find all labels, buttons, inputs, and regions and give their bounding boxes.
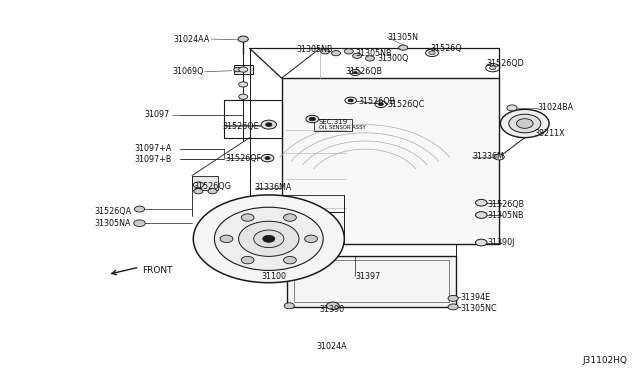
Bar [192,176,218,190]
Circle shape [500,109,549,138]
Circle shape [253,230,284,248]
Circle shape [284,303,294,309]
Text: 31024A: 31024A [316,342,347,351]
Text: 31300Q: 31300Q [378,54,409,63]
Circle shape [193,195,344,283]
Circle shape [509,114,541,133]
Text: 31100: 31100 [261,272,287,280]
Circle shape [239,94,248,99]
Bar [287,256,456,307]
Text: 31526QD: 31526QD [486,60,524,68]
Text: 31526QA: 31526QA [95,207,132,216]
Text: 31305NB: 31305NB [355,49,392,58]
Polygon shape [282,78,499,244]
Circle shape [516,119,533,128]
Bar [294,260,449,302]
Circle shape [448,295,458,301]
Text: FRONT: FRONT [142,266,173,275]
Circle shape [134,206,145,212]
Circle shape [494,154,504,160]
Circle shape [507,105,517,111]
Text: 31097: 31097 [145,110,170,119]
Text: 38211X: 38211X [534,129,565,138]
Circle shape [265,157,270,160]
Text: 31397: 31397 [355,272,380,280]
Circle shape [261,120,276,129]
Circle shape [284,214,296,221]
Text: 31336M: 31336M [472,153,504,161]
Circle shape [134,220,145,227]
Circle shape [238,36,248,42]
Circle shape [429,51,435,55]
Circle shape [348,99,353,102]
Circle shape [321,49,330,54]
Circle shape [239,221,299,256]
Circle shape [353,71,357,74]
Circle shape [263,235,275,242]
Circle shape [309,117,316,121]
Circle shape [490,66,496,70]
Circle shape [214,207,323,270]
Text: 31394E: 31394E [461,293,491,302]
Circle shape [353,53,362,58]
Text: 31526QE: 31526QE [223,122,259,131]
Text: 31097+B: 31097+B [134,155,172,164]
Circle shape [241,214,254,221]
Text: 31526QC: 31526QC [387,100,424,109]
Text: 31305NB: 31305NB [488,211,524,219]
Text: 31526Q: 31526Q [430,44,461,53]
Text: 31526QB: 31526QB [346,67,383,76]
Circle shape [193,182,204,188]
Bar [314,119,352,131]
Circle shape [305,235,317,243]
Circle shape [194,189,203,194]
Circle shape [326,302,339,310]
Circle shape [208,189,217,194]
Text: 31024AA: 31024AA [173,35,210,44]
Text: 31305NA: 31305NA [95,219,131,228]
Circle shape [234,67,241,72]
Circle shape [476,239,487,246]
Circle shape [306,115,319,123]
Text: 31526QG: 31526QG [193,182,231,190]
Text: 31336MA: 31336MA [255,183,292,192]
Circle shape [241,256,254,264]
Circle shape [261,154,274,162]
Circle shape [399,45,408,50]
Circle shape [332,51,340,56]
Text: SEC.319: SEC.319 [319,119,348,125]
Text: 31526QF: 31526QF [225,154,261,163]
Circle shape [448,304,458,310]
Text: OIL SENSOR ASSY: OIL SENSOR ASSY [319,125,365,131]
Circle shape [378,103,383,106]
Text: 31305NB: 31305NB [296,45,333,54]
Circle shape [344,49,353,54]
Circle shape [239,67,248,72]
Text: 31390J: 31390J [488,238,515,247]
Circle shape [284,256,296,264]
Text: 31305N: 31305N [387,33,418,42]
Text: 31526QB: 31526QB [358,97,396,106]
Circle shape [476,212,487,218]
Circle shape [220,235,233,243]
Text: 31097+A: 31097+A [134,144,172,153]
Text: 31024BA: 31024BA [538,103,573,112]
Text: J31102HQ: J31102HQ [582,356,627,365]
Circle shape [476,199,487,206]
Text: 31069Q: 31069Q [172,67,204,76]
Text: 31305NC: 31305NC [461,304,497,312]
Text: 31390: 31390 [319,305,344,314]
Circle shape [365,56,374,61]
Circle shape [239,82,248,87]
Text: 31526QB: 31526QB [488,200,525,209]
Circle shape [266,123,272,126]
Bar [234,65,253,74]
